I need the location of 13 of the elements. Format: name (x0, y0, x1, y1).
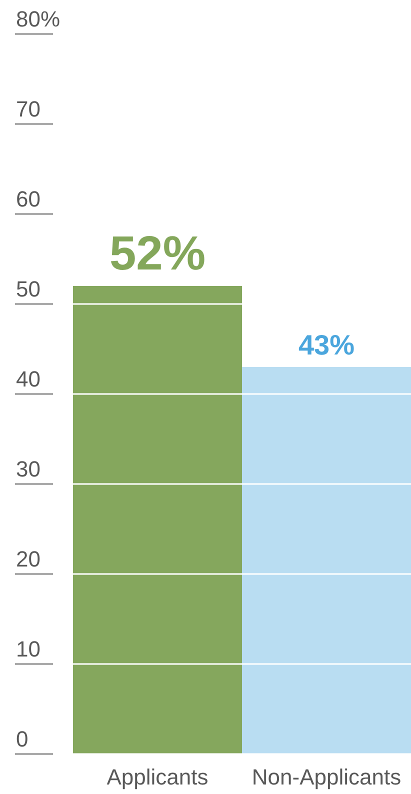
y-tick-label: 0 (16, 726, 28, 752)
y-tick-label: 50 (16, 276, 40, 302)
y-tick-label: 60 (16, 186, 40, 212)
y-tick-label: 30 (16, 456, 40, 482)
y-tick-label: 70 (16, 96, 40, 122)
y-tick-label: 10 (16, 636, 40, 662)
y-tick-label: 20 (16, 546, 40, 572)
data-label: 52% (109, 228, 206, 280)
x-tick-label: Applicants (106, 764, 208, 790)
x-tick-label: Non-Applicants (252, 764, 402, 790)
y-tick-label: 80% (16, 6, 60, 32)
y-tick-label: 40 (16, 366, 40, 392)
data-label: 43% (298, 330, 355, 360)
